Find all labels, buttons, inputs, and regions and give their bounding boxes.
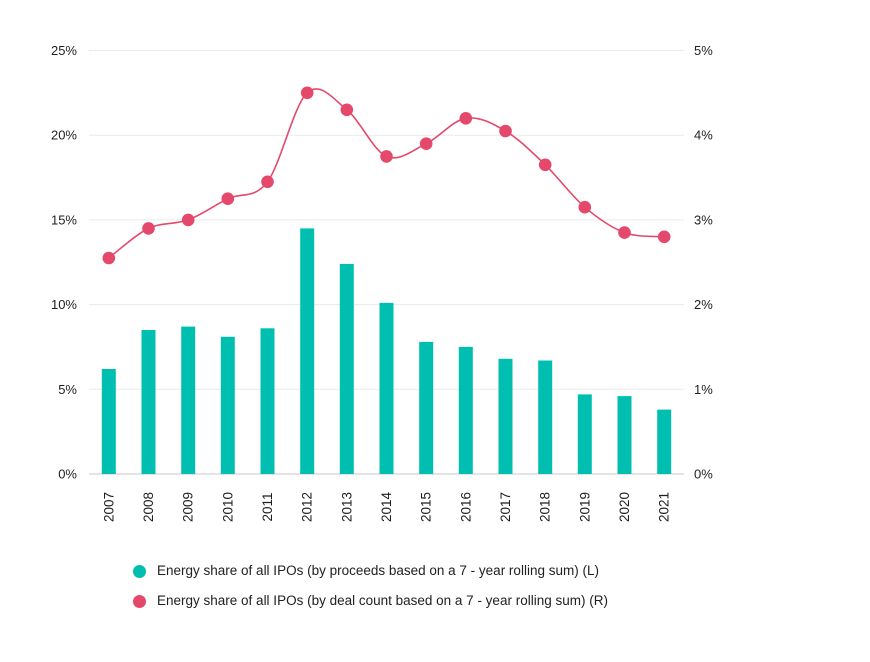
- legend-item-deal-count[interactable]: Energy share of all IPOs (by deal count …: [133, 592, 608, 610]
- line-point-2015: [419, 137, 433, 150]
- x-label-2007: 2007: [101, 492, 116, 522]
- right-axis-label-2%: 2%: [694, 297, 713, 312]
- bar-2013: [339, 263, 354, 474]
- right-axis-label-3%: 3%: [694, 212, 713, 227]
- right-axis-label-5%: 5%: [694, 43, 713, 58]
- bar-2008: [141, 330, 156, 474]
- x-label-2009: 2009: [181, 492, 196, 522]
- bar-2020: [617, 396, 632, 474]
- x-label-2013: 2013: [339, 492, 354, 522]
- legend-marker-deal-count-icon: [133, 594, 146, 608]
- right-axis-label-4%: 4%: [694, 128, 713, 143]
- line-point-2019: [578, 200, 592, 214]
- x-label-2018: 2018: [538, 492, 553, 522]
- x-label-2020: 2020: [617, 492, 632, 522]
- bar-2018: [538, 360, 553, 474]
- x-label-2011: 2011: [260, 492, 275, 521]
- legend-label-proceeds: Energy share of all IPOs (by proceeds ba…: [157, 563, 599, 578]
- legend-marker-proceeds-icon: [133, 564, 146, 578]
- left-axis-label-5%: 5%: [58, 382, 77, 397]
- line-point-2013: [340, 103, 354, 117]
- bar-2014: [379, 302, 394, 474]
- bar-2009: [181, 326, 196, 474]
- line-point-2014: [380, 150, 393, 163]
- bar-2010: [220, 336, 235, 474]
- left-axis-label-20%: 20%: [51, 128, 77, 143]
- line-point-2016: [459, 112, 473, 125]
- x-label-2010: 2010: [220, 492, 235, 522]
- deal-count-line: [108, 88, 665, 259]
- left-axis-label-25%: 25%: [51, 43, 77, 58]
- left-axis-label-15%: 15%: [51, 212, 77, 227]
- bar-2015: [419, 341, 434, 474]
- left-axis-label-10%: 10%: [51, 297, 77, 312]
- bar-2017: [498, 358, 513, 474]
- line-point-2010: [221, 192, 235, 205]
- bar-2021: [657, 409, 672, 474]
- line-point-2008: [142, 222, 155, 235]
- x-label-2008: 2008: [141, 492, 156, 522]
- line-point-2018: [538, 158, 552, 172]
- x-label-2019: 2019: [577, 492, 592, 522]
- line-point-2007: [102, 251, 116, 265]
- line-point-2020: [618, 226, 631, 239]
- bar-2016: [458, 346, 473, 474]
- legend-label-deal-count: Energy share of all IPOs (by deal count …: [157, 593, 608, 608]
- line-point-2017: [499, 124, 512, 138]
- bar-2007: [101, 369, 116, 474]
- bar-2012: [300, 228, 315, 474]
- x-label-2016: 2016: [458, 492, 473, 522]
- left-axis-label-0%: 0%: [58, 467, 77, 482]
- x-label-2012: 2012: [300, 492, 315, 522]
- bar-2019: [577, 394, 592, 474]
- x-label-2014: 2014: [379, 491, 394, 522]
- x-label-2017: 2017: [498, 492, 513, 522]
- x-label-2015: 2015: [419, 492, 434, 522]
- bar-2011: [260, 328, 275, 474]
- legend-item-proceeds[interactable]: Energy share of all IPOs (by proceeds ba…: [133, 562, 608, 580]
- x-label-2021: 2021: [657, 492, 672, 522]
- line-point-2012: [300, 86, 314, 100]
- line-point-2009: [181, 213, 195, 227]
- right-axis-label-1%: 1%: [694, 382, 713, 397]
- line-point-2011: [261, 175, 274, 189]
- right-axis-label-0%: 0%: [694, 467, 713, 482]
- chart-legend: Energy share of all IPOs (by proceeds ba…: [133, 562, 608, 610]
- line-point-2021: [657, 230, 671, 244]
